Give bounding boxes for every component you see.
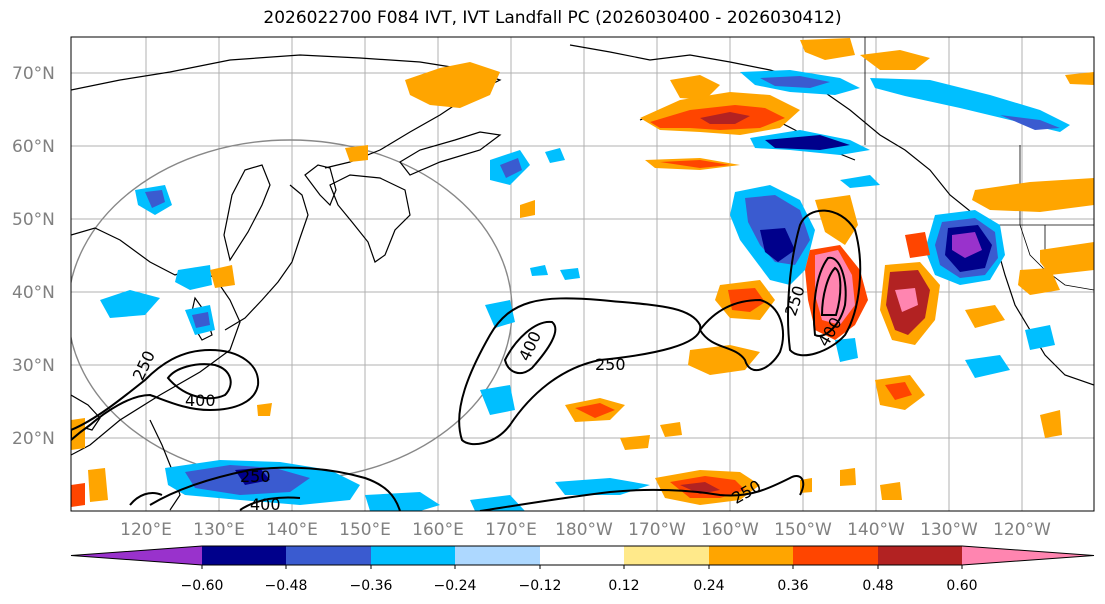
colorbar-cell — [371, 546, 455, 565]
colorbar-tick-label: 0.60 — [946, 578, 977, 594]
colorbar-tick-label: 0.48 — [862, 578, 893, 594]
lat-label: 20°N — [12, 429, 55, 449]
map-content: 250 400 250 400 250 400 250 250 400 — [71, 37, 1094, 514]
lat-label: 50°N — [12, 210, 55, 230]
lon-label: 150°E — [339, 520, 391, 540]
coastlines — [71, 44, 1094, 511]
colorbar-ticks: −0.60 −0.48 −0.36 −0.24 −0.12 0.12 0.24 … — [181, 578, 978, 594]
lon-label: 170°E — [485, 520, 537, 540]
colorbar-cell — [709, 546, 793, 565]
contour-label: 250 — [595, 355, 626, 374]
lon-label: 150°W — [774, 520, 832, 540]
colorbar-cell — [793, 546, 878, 565]
ivt-anomaly-fill — [71, 38, 1094, 511]
lon-label: 140°E — [266, 520, 318, 540]
lon-label: 130°W — [920, 520, 978, 540]
colorbar-cell — [202, 546, 286, 565]
colorbar-tick-label: −0.60 — [181, 578, 224, 594]
longitude-labels: 120°E 130°E 140°E 150°E 160°E 170°E 180°… — [120, 520, 1051, 540]
ivt-contours — [71, 209, 862, 511]
colorbar-tick-label: −0.36 — [350, 578, 393, 594]
lon-label: 140°W — [847, 520, 905, 540]
lon-label: 120°E — [120, 520, 172, 540]
lon-label: 160°W — [701, 520, 759, 540]
lon-label: 170°W — [628, 520, 686, 540]
lon-label: 120°W — [993, 520, 1051, 540]
lon-label: 180°W — [555, 520, 613, 540]
contour-label: 400 — [185, 391, 216, 410]
lon-label: 160°E — [412, 520, 464, 540]
colorbar-cell — [286, 546, 371, 565]
colorbar-cell — [455, 546, 540, 565]
lon-label: 130°E — [193, 520, 245, 540]
contour-labels: 250 400 250 400 250 400 250 250 400 — [129, 283, 846, 514]
contour-label: 250 — [240, 467, 271, 486]
colorbar-cell — [71, 546, 202, 565]
colorbar-cell — [962, 546, 1094, 565]
lat-label: 60°N — [12, 137, 55, 157]
colorbar-tick-label: 0.36 — [777, 578, 808, 594]
map-title: 2026022700 F084 IVT, IVT Landfall PC (20… — [263, 8, 842, 28]
colorbar-cell — [540, 546, 624, 565]
contour-label: 400 — [250, 495, 281, 514]
colorbar-tick-label: −0.12 — [519, 578, 562, 594]
latitude-labels: 70°N 60°N 50°N 40°N 30°N 20°N — [12, 64, 55, 449]
colorbar-tick-label: 0.24 — [693, 578, 724, 594]
colorbar-tick-label: 0.12 — [608, 578, 639, 594]
colorbar-cell — [624, 546, 709, 565]
lat-label: 40°N — [12, 283, 55, 303]
lat-label: 30°N — [12, 356, 55, 376]
colorbar-cells — [70, 545, 1095, 569]
map-frame — [70, 36, 1095, 512]
colorbar-cell — [878, 546, 962, 565]
colorbar-tick-label: −0.48 — [265, 578, 308, 594]
colorbar-tick-label: −0.24 — [434, 578, 477, 594]
lat-label: 70°N — [12, 64, 55, 84]
